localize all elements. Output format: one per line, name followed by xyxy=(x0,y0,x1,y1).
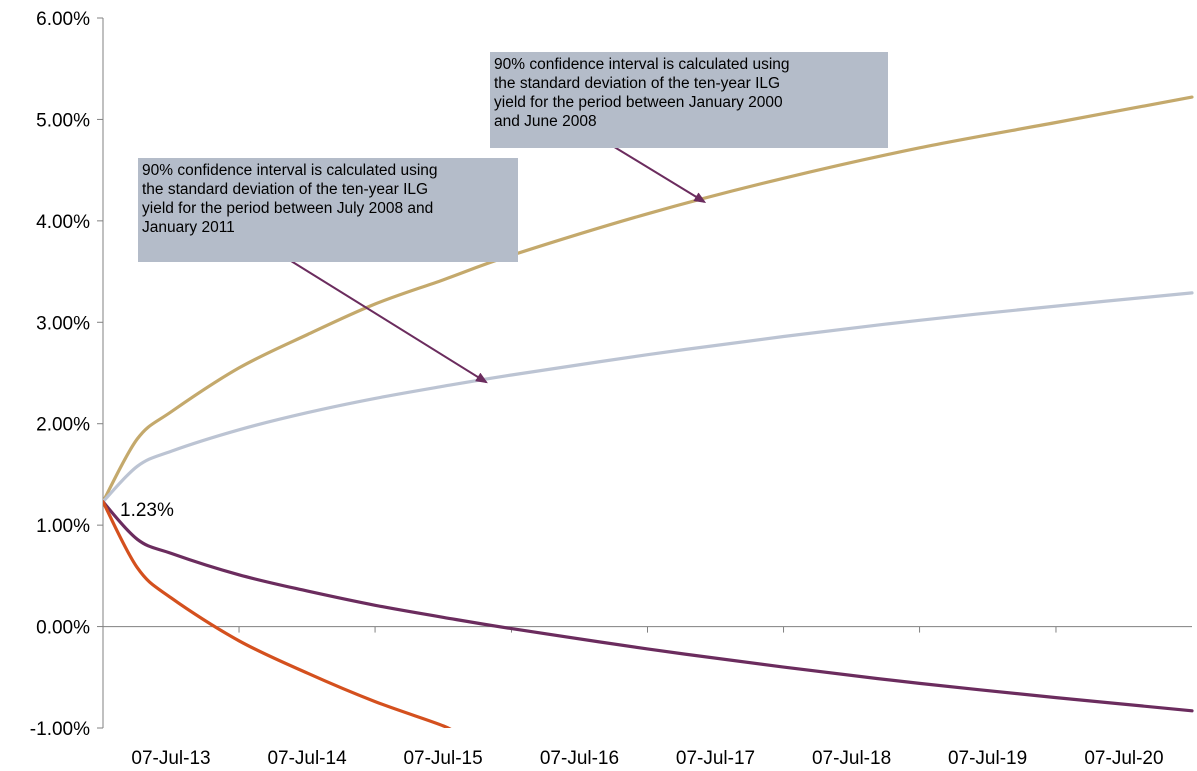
annotation-box-2008-2011: 90% confidence interval is calculated us… xyxy=(138,158,518,262)
y-tick-label: 3.00% xyxy=(36,313,90,334)
annotation-arrow-1 xyxy=(285,257,488,384)
y-tick-label: 0.00% xyxy=(36,618,90,639)
x-tick-label: 07-Jul-19 xyxy=(948,748,1027,769)
y-tick-label: 2.00% xyxy=(36,415,90,436)
annotation-line: the standard deviation of the ten-year I… xyxy=(494,75,781,92)
annotation-line: the standard deviation of the ten-year I… xyxy=(142,181,429,198)
start-value-label: 1.23% xyxy=(120,500,174,521)
x-tick-label: 07-Jul-14 xyxy=(267,748,347,769)
annotation-line: 90% confidence interval is calculated us… xyxy=(494,56,790,73)
x-tick-label: 07-Jul-18 xyxy=(812,748,891,769)
x-tick-label: 07-Jul-13 xyxy=(131,748,210,769)
annotation-line: January 2011 xyxy=(142,219,235,236)
x-tick-label: 07-Jul-16 xyxy=(540,748,619,769)
annotation-arrow-0 xyxy=(608,143,707,203)
annotation-line: yield for the period between July 2008 a… xyxy=(142,200,434,217)
y-tick-label: 4.00% xyxy=(36,212,90,233)
series-line-2 xyxy=(103,500,1194,713)
annotation-line: and June 2008 xyxy=(494,113,597,130)
y-tick-label: 5.00% xyxy=(36,110,90,131)
x-tick-label: 07-Jul-17 xyxy=(676,748,755,769)
annotation-line: 90% confidence interval is calculated us… xyxy=(142,162,438,179)
x-tick-label: 07-Jul-15 xyxy=(403,748,482,769)
y-tick-label: -1.00% xyxy=(30,719,90,740)
series-line-1 xyxy=(103,291,1194,504)
y-tick-label: 6.00% xyxy=(36,9,90,30)
y-tick-label: 1.00% xyxy=(36,516,90,537)
annotation-box-2000-2008: 90% confidence interval is calculated us… xyxy=(490,52,888,148)
series-line-3 xyxy=(103,500,452,728)
annotation-line: yield for the period between January 200… xyxy=(494,94,783,111)
x-tick-label: 07-Jul-20 xyxy=(1084,748,1163,769)
